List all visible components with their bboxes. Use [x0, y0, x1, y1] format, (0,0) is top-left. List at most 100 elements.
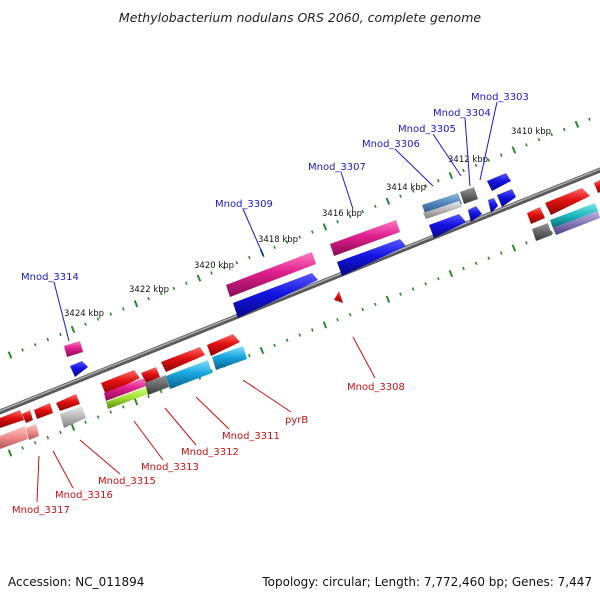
gene-lightgray[interactable] [423, 201, 462, 219]
kbp-tick [46, 435, 50, 440]
kbp-tick [322, 223, 328, 231]
kbp-tick [59, 430, 62, 435]
gene-label[interactable]: Mnod_3315 [98, 476, 156, 487]
gene-mnod-3311-cyan[interactable] [212, 346, 247, 370]
kbp-tick [462, 266, 465, 271]
gene-pyrB[interactable] [207, 334, 240, 356]
gene-label[interactable]: Mnod_3306 [362, 139, 420, 150]
kbp-tick [222, 266, 226, 270]
gene-mnod-3315[interactable] [34, 403, 53, 419]
kbp-tick [311, 328, 314, 332]
gene-teal[interactable] [550, 203, 598, 228]
gene-mnod-3314[interactable] [64, 341, 83, 357]
gene-red[interactable] [56, 394, 80, 411]
kbp-tick [525, 241, 528, 245]
gene-label[interactable]: Mnod_3303 [471, 92, 529, 103]
gene-red-right[interactable] [594, 180, 600, 193]
kbp-tick [436, 276, 440, 281]
gene-red[interactable] [141, 367, 160, 383]
kbp-tick [550, 230, 553, 235]
kbp-tick [436, 178, 440, 183]
kbp-tick [311, 230, 314, 234]
callout-lines-upper [53, 101, 498, 342]
kbp-tick [210, 369, 213, 373]
kbp-label: 3414 kbp [386, 183, 426, 193]
gene-label[interactable]: Mnod_3317 [12, 505, 70, 516]
kbp-tick [33, 441, 37, 445]
gene-salmon[interactable] [0, 426, 28, 449]
gene-purple[interactable] [553, 211, 600, 235]
kbp-label: 3410 kbp [511, 127, 551, 137]
gene-label[interactable]: Mnod_3307 [308, 162, 366, 173]
gene-label[interactable]: Mnod_3313 [141, 462, 199, 473]
gene-mnod-3309-blue[interactable] [233, 273, 318, 318]
gene-mnod-3305-blue[interactable] [468, 206, 482, 222]
gene-mnod-3312[interactable] [161, 347, 205, 372]
gene-mnod-3316[interactable] [22, 410, 33, 423]
kbp-tick [185, 281, 188, 285]
kbp-label: 3422 kbp [129, 285, 169, 295]
kbp-tick [46, 337, 50, 342]
kbp-tick [96, 317, 100, 321]
kbp-tick [361, 307, 365, 312]
kbp-label: 3424 kbp [64, 309, 104, 319]
kbp-label: 3418 kbp [258, 235, 298, 245]
kbp-tick [385, 197, 391, 205]
kbp-tick [298, 333, 302, 337]
kbp-tick [361, 209, 365, 214]
gene-label[interactable]: Mnod_3309 [215, 199, 273, 210]
kbp-tick [7, 351, 13, 359]
gene-label[interactable]: pyrB [285, 415, 308, 426]
kbp-tick [21, 446, 24, 450]
gene-label[interactable]: Mnod_3314 [21, 272, 79, 283]
kbp-tick [298, 235, 302, 239]
kbp-tick [562, 127, 566, 132]
kbp-tick [21, 348, 24, 352]
kbp-tick [385, 295, 391, 303]
gene-mnod-3307-blue[interactable] [337, 239, 406, 276]
kbp-tick [84, 322, 87, 326]
gene-mnod-3313-lime[interactable] [106, 387, 148, 409]
gene-label[interactable]: Mnod_3305 [398, 124, 456, 135]
gene-gray-right[interactable] [532, 223, 552, 241]
gene-label[interactable]: Mnod_3304 [433, 108, 491, 119]
gene-mnod-3312-cyan[interactable] [166, 360, 212, 389]
gene-label[interactable]: Mnod_3308 [347, 382, 405, 393]
kbp-tick [70, 423, 76, 431]
kbp-tick [474, 163, 478, 168]
gene-label[interactable]: Mnod_3311 [222, 431, 280, 442]
gene-label[interactable]: Mnod_3316 [55, 490, 113, 501]
kbp-tick [487, 158, 491, 162]
gene-mnod-3304-blue[interactable] [488, 198, 498, 213]
accession-text: Accession: NC_011894 [8, 575, 144, 589]
gene-gray[interactable] [460, 187, 478, 204]
gene-mnod-3303-top[interactable] [487, 173, 511, 191]
kbp-tick [588, 117, 591, 121]
kbp-tick [159, 389, 163, 394]
kbp-tick [109, 312, 113, 316]
gene-mnod-3303-blue[interactable] [497, 189, 516, 207]
kbp-tick [336, 318, 339, 322]
gene-mnod-3309[interactable] [226, 252, 316, 297]
gene-mnod-3307[interactable] [330, 220, 400, 256]
gene-mnod-3317[interactable] [0, 410, 24, 428]
gene-lightgray[interactable] [60, 406, 86, 428]
kbp-label: 3420 kbp [194, 261, 234, 271]
gene-mnod-3308[interactable] [334, 291, 343, 303]
gene-mnod-3314-blue[interactable] [70, 361, 88, 377]
gene-salmon[interactable] [26, 424, 39, 440]
kbp-tick [159, 291, 163, 296]
kbp-tick [210, 271, 213, 275]
kbp-tick [399, 292, 402, 296]
gene-red-right[interactable] [545, 188, 590, 215]
kbp-tick [7, 449, 13, 457]
gene-mnod-3306-blue[interactable] [429, 214, 466, 238]
kbp-tick [411, 287, 415, 291]
gene-red-right[interactable] [527, 207, 545, 224]
gene-label[interactable]: Mnod_3312 [181, 447, 239, 458]
kbp-tick [96, 415, 100, 419]
kbp-tick [259, 346, 265, 355]
gene-gray[interactable] [145, 375, 169, 395]
gene-mnod-3313-pink[interactable] [104, 378, 146, 401]
gene-mnod-3313[interactable] [101, 370, 140, 395]
